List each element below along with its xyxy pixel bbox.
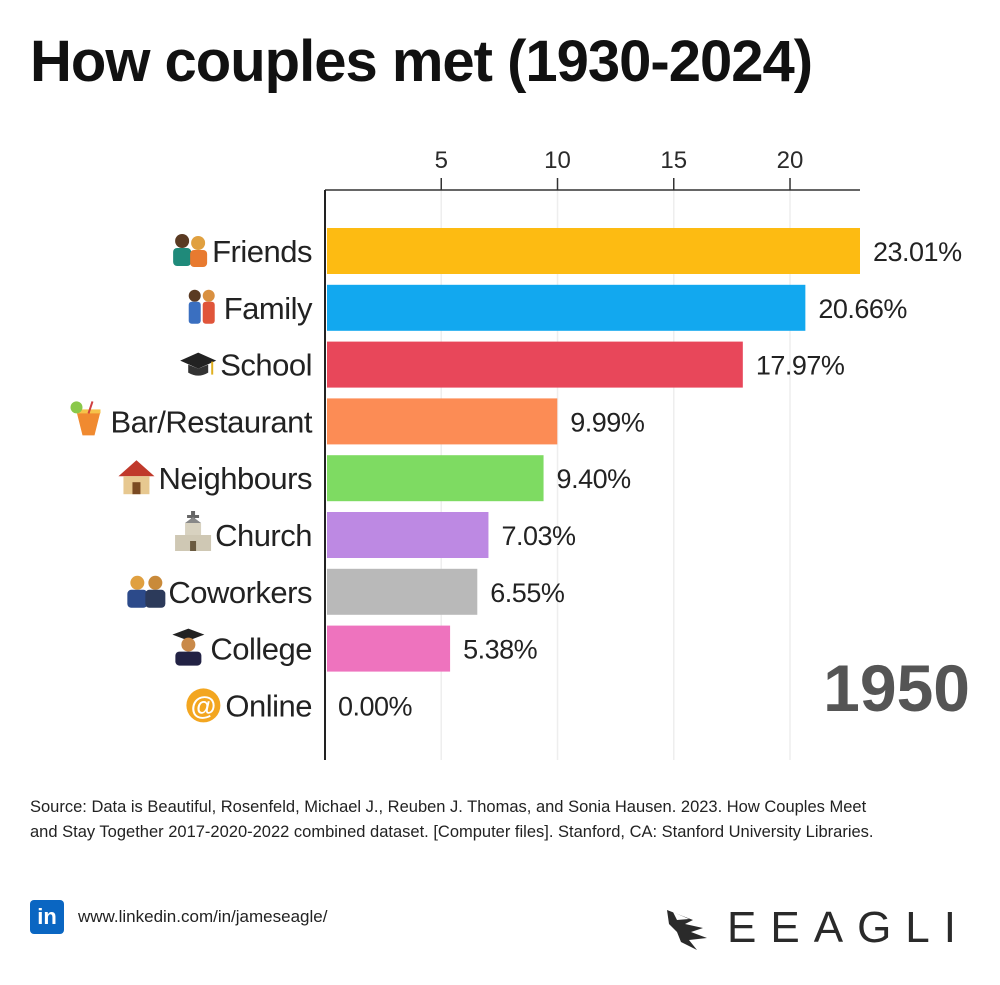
at-sign-icon-part: @: [191, 690, 216, 720]
house-icon-part: [118, 460, 155, 477]
coworkers-icon-part: [148, 575, 163, 590]
category-label: School: [220, 348, 312, 383]
church-icon-part: [185, 523, 202, 535]
category-label: Friends: [212, 234, 312, 269]
category-label: Church: [215, 518, 312, 553]
category-label: Online: [225, 688, 312, 723]
value-label: 17.97%: [756, 351, 845, 381]
bar: [327, 341, 743, 388]
value-label: 9.40%: [557, 464, 632, 494]
value-label: 5.38%: [463, 635, 538, 665]
cocktail-icon-part: [87, 401, 94, 414]
category-label: Family: [224, 291, 313, 326]
at-sign-icon: @: [186, 688, 221, 723]
bar-chart: 5 10 15 20 23.01% Friends 20.66% Family 17.97% S…: [70, 147, 963, 760]
people-icon-part: [191, 236, 206, 250]
coworkers-icon: [127, 575, 166, 608]
graduation-cap-icon-part: [180, 352, 217, 369]
value-label: 7.03%: [501, 521, 576, 551]
chart-title: How couples met (1930-2024): [30, 29, 813, 94]
labels-layer: 23.01% Friends 20.66% Family 17.97% School 9.9…: [70, 234, 963, 723]
value-label: 20.66%: [818, 294, 907, 324]
axis-layer: 5 10 15 20: [324, 147, 860, 760]
people-icon-part: [175, 234, 190, 248]
tick-label: 15: [660, 147, 687, 174]
church-icon-part: [185, 517, 202, 523]
coworkers-icon-part: [145, 589, 166, 608]
church-icon-part: [187, 515, 200, 518]
house-icon: [118, 460, 155, 495]
tick-label: 5: [435, 147, 448, 174]
family-icon: [188, 289, 215, 324]
value-label: 0.00%: [338, 691, 413, 721]
year-label: 1950: [823, 651, 970, 725]
cocktail-icon-part: [70, 401, 83, 414]
people-icon-part: [190, 250, 208, 267]
graduation-cap-icon-part: [188, 364, 209, 376]
category-label: Neighbours: [158, 461, 312, 496]
bar: [327, 512, 489, 558]
category-label: Coworkers: [168, 575, 312, 610]
graduate-icon-part: [181, 637, 196, 652]
graduation-cap-icon: [180, 352, 217, 376]
church-icon: [175, 511, 212, 551]
tick-label: 20: [777, 147, 804, 174]
graduate-icon-part: [172, 628, 205, 641]
church-icon-part: [190, 541, 197, 551]
bar: [327, 568, 478, 615]
linkedin-icon[interactable]: in: [30, 900, 64, 934]
bar: [327, 625, 451, 672]
category-label: Bar/Restaurant: [111, 404, 313, 439]
brand-name: EEAGLI: [727, 903, 970, 952]
graduate-icon-part: [175, 651, 202, 666]
bar: [327, 455, 544, 502]
cocktail-icon: [70, 401, 101, 436]
value-label: 6.55%: [490, 578, 565, 608]
coworkers-icon-part: [127, 589, 148, 608]
family-icon-part: [202, 289, 215, 302]
bar: [327, 228, 860, 274]
people-icon-part: [173, 248, 192, 266]
bar: [327, 398, 558, 445]
family-icon-part: [188, 289, 201, 302]
family-icon-part: [202, 301, 215, 324]
eagle-icon: [667, 910, 708, 950]
brand-logo: EEAGLI: [663, 902, 970, 954]
graduate-icon: [172, 628, 205, 666]
bar: [327, 284, 806, 331]
coworkers-icon-part: [130, 575, 145, 590]
family-icon-part: [188, 301, 201, 324]
at-sign-icon-part: [186, 688, 221, 723]
cocktail-icon-part: [76, 411, 101, 436]
value-label: 9.99%: [570, 407, 645, 437]
people-icon: [173, 234, 208, 267]
value-label: 23.01%: [873, 237, 962, 267]
tick-label: 10: [544, 147, 571, 174]
bars-layer: [327, 228, 860, 672]
source-note: Source: Data is Beautiful, Rosenfeld, Mi…: [30, 798, 874, 841]
linkedin-url[interactable]: www.linkedin.com/in/jameseagle/: [78, 907, 328, 926]
house-icon-part: [132, 482, 141, 495]
linkedin-row[interactable]: in www.linkedin.com/in/jameseagle/: [30, 900, 327, 934]
category-label: College: [210, 632, 312, 667]
